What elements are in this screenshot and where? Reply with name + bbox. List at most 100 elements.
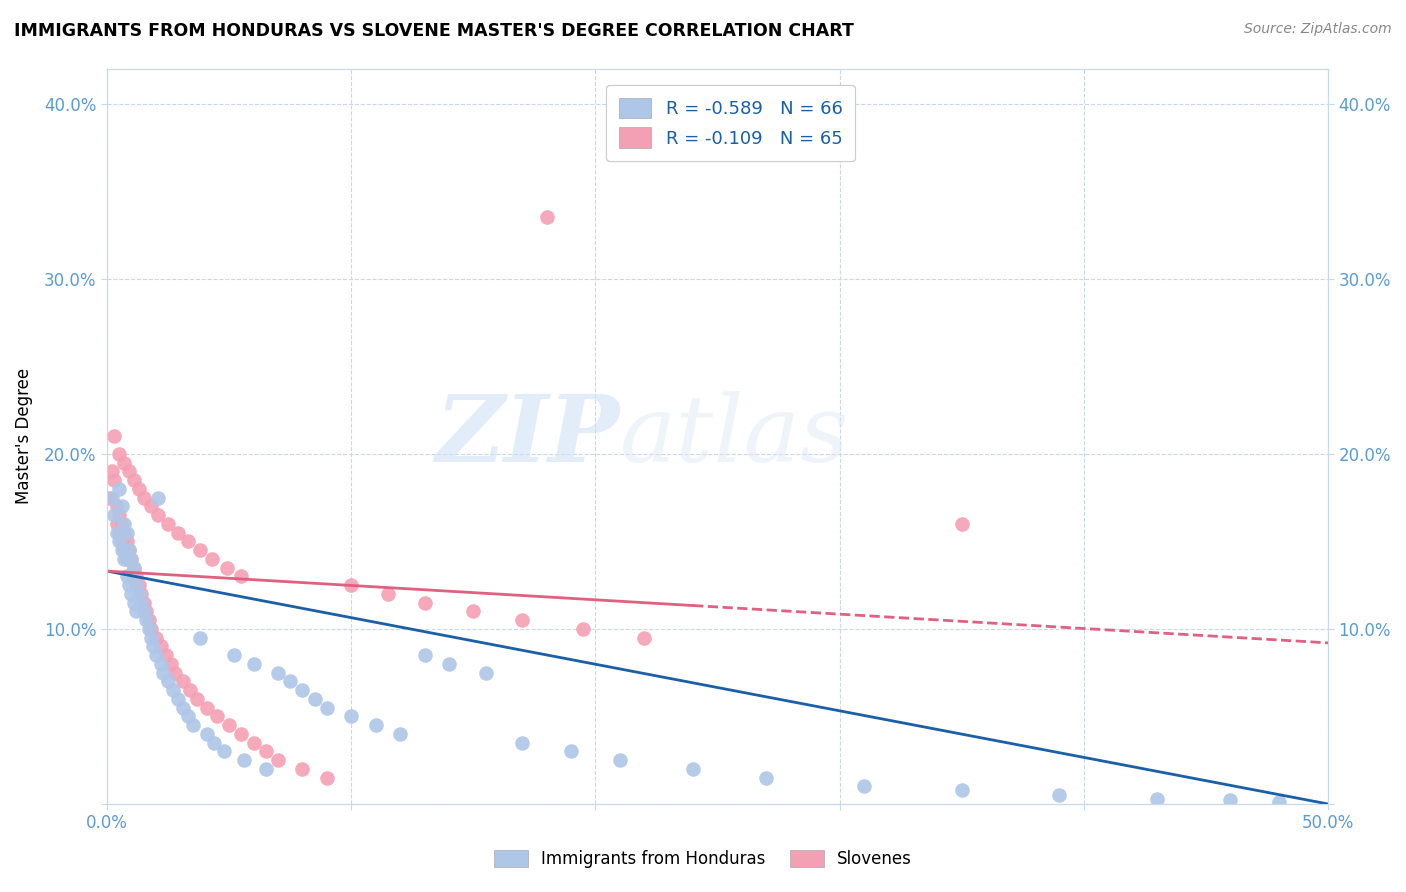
- Point: [122, 596, 145, 610]
- Point: [118, 543, 141, 558]
- Point: [152, 665, 174, 680]
- Point: [157, 516, 180, 531]
- Point: [115, 525, 138, 540]
- Point: [122, 560, 145, 574]
- Point: [204, 736, 226, 750]
- Point: [148, 508, 170, 522]
- Point: [105, 516, 128, 531]
- Point: [474, 665, 496, 680]
- Point: [510, 613, 533, 627]
- Point: [1219, 793, 1241, 807]
- Point: [315, 771, 337, 785]
- Point: [377, 587, 399, 601]
- Text: ZIP: ZIP: [436, 392, 620, 482]
- Point: [413, 596, 436, 610]
- Point: [166, 692, 188, 706]
- Point: [112, 543, 135, 558]
- Point: [112, 525, 135, 540]
- Legend: Immigrants from Honduras, Slovenes: Immigrants from Honduras, Slovenes: [488, 843, 918, 875]
- Point: [115, 551, 138, 566]
- Point: [205, 709, 228, 723]
- Point: [149, 640, 172, 654]
- Point: [853, 780, 876, 794]
- Point: [291, 683, 314, 698]
- Point: [129, 587, 152, 601]
- Point: [108, 534, 131, 549]
- Point: [172, 700, 194, 714]
- Point: [125, 604, 148, 618]
- Point: [128, 482, 150, 496]
- Point: [132, 491, 155, 505]
- Point: [231, 727, 253, 741]
- Point: [165, 665, 187, 680]
- Point: [103, 508, 125, 522]
- Point: [148, 491, 170, 505]
- Point: [145, 631, 167, 645]
- Point: [128, 587, 150, 601]
- Point: [103, 429, 125, 443]
- Point: [413, 648, 436, 662]
- Point: [115, 569, 138, 583]
- Point: [231, 569, 253, 583]
- Point: [201, 551, 224, 566]
- Point: [112, 516, 135, 531]
- Point: [112, 456, 135, 470]
- Point: [181, 718, 204, 732]
- Point: [304, 692, 326, 706]
- Point: [142, 640, 165, 654]
- Point: [195, 700, 218, 714]
- Point: [950, 783, 973, 797]
- Point: [157, 674, 180, 689]
- Point: [111, 534, 134, 549]
- Point: [176, 709, 198, 723]
- Point: [510, 736, 533, 750]
- Point: [112, 551, 135, 566]
- Point: [609, 753, 631, 767]
- Point: [120, 551, 142, 566]
- Point: [105, 525, 128, 540]
- Point: [135, 604, 157, 618]
- Point: [138, 613, 160, 627]
- Point: [278, 674, 301, 689]
- Point: [132, 604, 155, 618]
- Point: [254, 762, 277, 776]
- Text: Source: ZipAtlas.com: Source: ZipAtlas.com: [1244, 22, 1392, 37]
- Point: [340, 578, 363, 592]
- Point: [108, 447, 131, 461]
- Point: [122, 560, 145, 574]
- Point: [212, 744, 235, 758]
- Point: [186, 692, 208, 706]
- Point: [139, 622, 162, 636]
- Point: [139, 500, 162, 514]
- Point: [340, 709, 363, 723]
- Text: atlas: atlas: [620, 392, 849, 482]
- Point: [267, 753, 290, 767]
- Point: [232, 753, 254, 767]
- Point: [536, 211, 558, 225]
- Point: [149, 657, 172, 671]
- Point: [125, 569, 148, 583]
- Point: [108, 482, 131, 496]
- Point: [437, 657, 460, 671]
- Point: [463, 604, 485, 618]
- Point: [755, 771, 778, 785]
- Point: [291, 762, 314, 776]
- Point: [315, 700, 337, 714]
- Point: [135, 613, 157, 627]
- Point: [242, 657, 264, 671]
- Text: IMMIGRANTS FROM HONDURAS VS SLOVENE MASTER'S DEGREE CORRELATION CHART: IMMIGRANTS FROM HONDURAS VS SLOVENE MAST…: [14, 22, 853, 40]
- Point: [108, 525, 131, 540]
- Point: [115, 534, 138, 549]
- Point: [122, 473, 145, 487]
- Point: [111, 543, 134, 558]
- Point: [101, 491, 124, 505]
- Point: [111, 500, 134, 514]
- Point: [120, 587, 142, 601]
- Point: [267, 665, 290, 680]
- Point: [195, 727, 218, 741]
- Point: [682, 762, 704, 776]
- Point: [132, 596, 155, 610]
- Point: [125, 578, 148, 592]
- Point: [118, 464, 141, 478]
- Point: [172, 674, 194, 689]
